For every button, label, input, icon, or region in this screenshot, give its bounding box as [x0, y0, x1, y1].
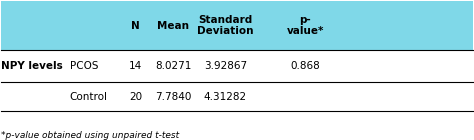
Text: N: N [131, 21, 140, 31]
Bar [1, 1, 473, 50]
Text: 20: 20 [129, 92, 142, 102]
Text: 0.868: 0.868 [291, 61, 320, 71]
Text: NPY levels: NPY levels [1, 61, 63, 71]
Text: Control: Control [70, 92, 108, 102]
Text: 14: 14 [129, 61, 142, 71]
Text: Mean: Mean [157, 21, 190, 31]
Text: *p-value obtained using unpaired t-test: *p-value obtained using unpaired t-test [1, 130, 180, 139]
Text: Standard
Deviation: Standard Deviation [197, 15, 254, 36]
Text: p-
value*: p- value* [287, 15, 324, 36]
Text: 4.31282: 4.31282 [204, 92, 247, 102]
Text: PCOS: PCOS [70, 61, 98, 71]
Text: 7.7840: 7.7840 [155, 92, 191, 102]
Text: 3.92867: 3.92867 [204, 61, 247, 71]
Text: 8.0271: 8.0271 [155, 61, 191, 71]
